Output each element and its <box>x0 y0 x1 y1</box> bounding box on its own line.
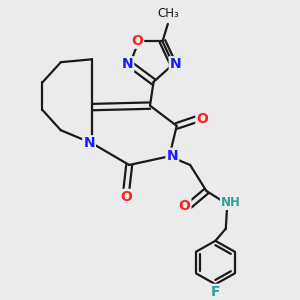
Text: O: O <box>178 199 190 213</box>
Text: N: N <box>167 149 178 163</box>
Text: N: N <box>83 136 95 150</box>
Text: CH₃: CH₃ <box>158 8 180 20</box>
Text: N: N <box>170 57 182 71</box>
Text: O: O <box>120 190 132 204</box>
Text: N: N <box>122 57 133 71</box>
Text: O: O <box>131 34 143 48</box>
Text: F: F <box>211 285 220 299</box>
Text: NH: NH <box>221 196 241 209</box>
Text: O: O <box>196 112 208 126</box>
